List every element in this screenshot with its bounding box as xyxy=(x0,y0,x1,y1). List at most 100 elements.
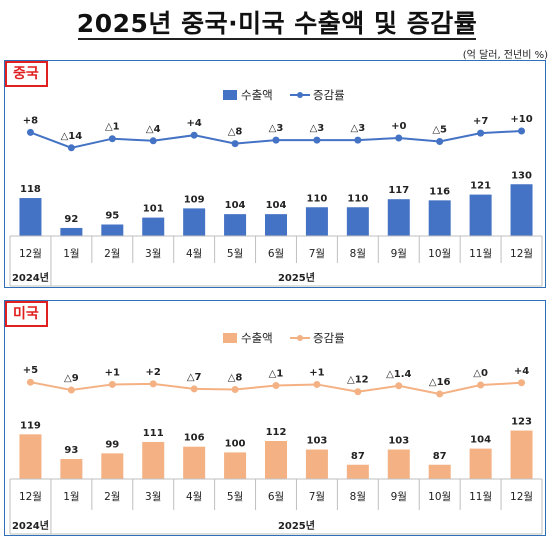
bar xyxy=(305,207,328,236)
bar-value-label: 104 xyxy=(470,435,491,446)
growth-point xyxy=(477,381,485,389)
bar xyxy=(142,441,165,479)
x-tick-label: 3월 xyxy=(145,491,161,503)
x-tick-label: 10월 xyxy=(428,248,451,260)
unit-label: (억 달러, 전년비 %) xyxy=(462,50,548,61)
us-panel-label: 미국 xyxy=(5,301,48,327)
growth-value-label: +4 xyxy=(186,118,201,129)
bar-value-label: 104 xyxy=(225,200,246,211)
bar xyxy=(60,459,83,479)
bar xyxy=(101,453,124,479)
x-tick-label: 1월 xyxy=(63,248,79,260)
bar-value-label: 99 xyxy=(105,439,119,450)
growth-value-label: +10 xyxy=(510,114,532,125)
growth-value-label: +2 xyxy=(146,367,161,378)
year-label: 2025년 xyxy=(278,271,315,284)
growth-point xyxy=(26,378,34,386)
growth-value-label: △0 xyxy=(473,368,488,379)
growth-value-label: △1.4 xyxy=(386,369,411,380)
year-label: 2024년 xyxy=(12,519,49,532)
bar-value-label: 111 xyxy=(143,428,164,439)
legend-label-bar: 수출액 xyxy=(241,88,273,102)
us-chart-panel: 수출액 증감률 119 93 99 111 106 100 112 103 87 103 87 104 12… xyxy=(4,300,546,536)
growth-point xyxy=(436,138,444,145)
x-tick-label: 7월 xyxy=(309,491,325,503)
bar xyxy=(183,208,206,236)
bar xyxy=(19,198,42,236)
bar-value-label: 130 xyxy=(511,170,532,181)
growth-value-label: △3 xyxy=(269,123,284,134)
bar xyxy=(265,441,287,479)
bar xyxy=(510,430,533,479)
x-tick-label: 4월 xyxy=(186,248,202,260)
x-tick-label: 1월 xyxy=(63,491,79,503)
x-tick-label: 12월 xyxy=(19,248,42,260)
growth-point xyxy=(149,137,157,145)
growth-value-label: △16 xyxy=(429,377,451,388)
growth-point xyxy=(395,382,403,390)
china-chart: 수출액 증감률 118 92 95 101 109 104 104 110 110 117 116 121… xyxy=(9,88,543,287)
x-tick-label: 9월 xyxy=(391,248,407,260)
growth-point xyxy=(149,380,157,388)
bar-value-label: 103 xyxy=(306,436,327,447)
title-underline xyxy=(78,38,476,40)
x-tick-label: 11월 xyxy=(469,248,492,260)
bar xyxy=(224,214,247,236)
bar xyxy=(510,184,533,236)
x-tick-label: 12월 xyxy=(510,491,533,503)
growth-value-label: △8 xyxy=(228,372,243,383)
bar-value-label: 118 xyxy=(20,184,41,195)
bar-value-label: 110 xyxy=(306,193,327,204)
growth-value-label: △5 xyxy=(432,125,447,136)
x-tick-label: 6월 xyxy=(268,491,284,503)
bar xyxy=(305,449,328,479)
growth-point xyxy=(354,136,362,144)
legend-swatch-bar xyxy=(223,333,237,343)
legend-label-line: 증감률 xyxy=(313,331,345,345)
x-tick-label: 5월 xyxy=(227,491,243,503)
growth-value-label: +8 xyxy=(23,115,38,126)
year-label: 2024년 xyxy=(12,271,49,284)
legend-label-line: 증감률 xyxy=(313,88,345,102)
bar xyxy=(224,452,247,479)
growth-value-label: +5 xyxy=(23,365,38,376)
year-label: 2025년 xyxy=(278,519,315,532)
growth-point xyxy=(67,386,75,394)
x-tick-label: 8월 xyxy=(350,491,366,503)
growth-value-label: △8 xyxy=(228,127,243,138)
bar xyxy=(142,217,165,236)
x-tick-label: 6월 xyxy=(268,248,284,260)
bar-value-label: 121 xyxy=(470,181,491,192)
bar-value-label: 104 xyxy=(266,200,287,211)
legend-marker xyxy=(297,92,303,98)
bar-value-label: 100 xyxy=(225,438,246,449)
growth-value-label: +0 xyxy=(391,121,406,132)
bar xyxy=(387,199,410,236)
bar xyxy=(265,214,287,236)
bar-value-label: 93 xyxy=(64,445,78,456)
bar xyxy=(428,464,451,479)
bar xyxy=(346,464,369,479)
growth-value-label: △3 xyxy=(351,123,366,134)
bar-value-label: 87 xyxy=(351,451,365,462)
bar xyxy=(469,194,492,236)
bar-value-label: 117 xyxy=(388,185,409,196)
bar xyxy=(387,449,410,479)
growth-value-label: △7 xyxy=(187,372,202,383)
bar-value-label: 95 xyxy=(105,211,119,222)
x-tick-label: 3월 xyxy=(145,248,161,260)
bar-value-label: 119 xyxy=(20,420,41,431)
growth-point xyxy=(26,128,34,136)
bar xyxy=(60,227,83,236)
bar-value-label: 101 xyxy=(143,204,164,215)
bar-value-label: 109 xyxy=(184,194,205,205)
x-tick-label: 7월 xyxy=(309,248,325,260)
x-tick-label: 10월 xyxy=(428,491,451,503)
legend-label-bar: 수출액 xyxy=(241,331,273,345)
bar-value-label: 106 xyxy=(184,433,205,444)
growth-value-label: △14 xyxy=(61,131,83,142)
growth-point xyxy=(477,129,485,137)
growth-point xyxy=(395,134,403,142)
bar-value-label: 112 xyxy=(266,427,287,438)
legend-swatch-bar xyxy=(223,90,237,100)
